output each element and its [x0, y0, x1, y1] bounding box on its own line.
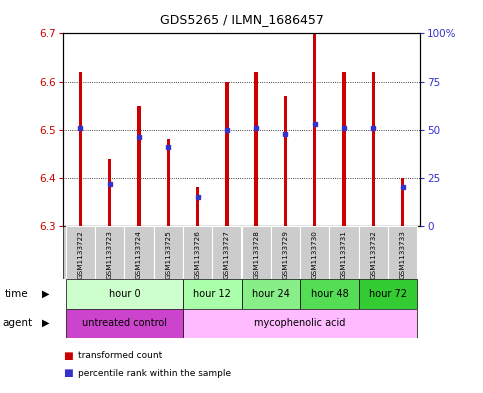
- Bar: [242, 226, 271, 279]
- Text: GSM1133731: GSM1133731: [341, 230, 347, 279]
- Bar: [313, 33, 316, 226]
- Bar: [401, 178, 404, 226]
- Bar: [212, 226, 242, 279]
- Bar: [342, 72, 346, 226]
- Text: GSM1133732: GSM1133732: [370, 230, 376, 279]
- Bar: [329, 226, 359, 279]
- Bar: [196, 187, 199, 226]
- Text: agent: agent: [2, 318, 32, 328]
- Bar: [154, 226, 183, 279]
- Bar: [95, 226, 124, 279]
- Bar: [242, 279, 300, 309]
- Bar: [284, 96, 287, 226]
- Bar: [183, 279, 242, 309]
- Bar: [108, 158, 112, 226]
- Bar: [167, 139, 170, 226]
- Bar: [124, 226, 154, 279]
- Text: GSM1133727: GSM1133727: [224, 230, 230, 279]
- Text: hour 12: hour 12: [193, 289, 231, 299]
- Text: ▶: ▶: [42, 318, 50, 328]
- Bar: [300, 279, 359, 309]
- Bar: [79, 72, 82, 226]
- Text: GSM1133728: GSM1133728: [253, 230, 259, 279]
- Text: untreated control: untreated control: [82, 318, 167, 328]
- Text: GSM1133726: GSM1133726: [195, 230, 200, 279]
- Bar: [271, 226, 300, 279]
- Text: ■: ■: [63, 351, 72, 361]
- Text: percentile rank within the sample: percentile rank within the sample: [78, 369, 231, 378]
- Bar: [183, 226, 212, 279]
- Bar: [66, 309, 183, 338]
- Text: mycophenolic acid: mycophenolic acid: [255, 318, 346, 328]
- Text: ▶: ▶: [42, 289, 50, 299]
- Bar: [359, 226, 388, 279]
- Text: transformed count: transformed count: [78, 351, 162, 360]
- Text: GSM1133733: GSM1133733: [399, 230, 406, 279]
- Bar: [183, 309, 417, 338]
- Bar: [255, 72, 258, 226]
- Text: GSM1133723: GSM1133723: [107, 230, 113, 279]
- Text: GDS5265 / ILMN_1686457: GDS5265 / ILMN_1686457: [159, 13, 324, 26]
- Text: hour 24: hour 24: [252, 289, 290, 299]
- Bar: [359, 279, 417, 309]
- Bar: [137, 106, 141, 226]
- Text: hour 48: hour 48: [311, 289, 348, 299]
- Text: ■: ■: [63, 368, 72, 378]
- Text: GSM1133730: GSM1133730: [312, 230, 318, 279]
- Bar: [371, 72, 375, 226]
- Text: GSM1133725: GSM1133725: [165, 230, 171, 279]
- Bar: [66, 226, 95, 279]
- Text: hour 72: hour 72: [369, 289, 407, 299]
- Bar: [66, 279, 183, 309]
- Bar: [225, 82, 228, 226]
- Text: time: time: [5, 289, 28, 299]
- Bar: [300, 226, 329, 279]
- Bar: [388, 226, 417, 279]
- Text: GSM1133729: GSM1133729: [283, 230, 288, 279]
- Text: hour 0: hour 0: [109, 289, 140, 299]
- Text: GSM1133724: GSM1133724: [136, 230, 142, 279]
- Text: GSM1133722: GSM1133722: [77, 230, 84, 279]
